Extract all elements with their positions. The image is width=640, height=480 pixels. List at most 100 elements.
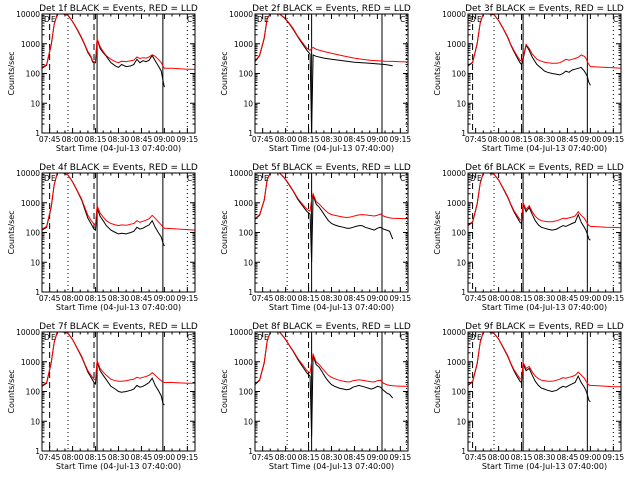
y-tick-label: 10000 bbox=[442, 328, 466, 337]
y-tick-label: 1 bbox=[35, 129, 40, 138]
y-tick-label: 1000 bbox=[234, 358, 253, 367]
y-tick-label: 10 bbox=[456, 99, 466, 108]
y-tick-label: 100 bbox=[239, 229, 254, 238]
y-tick-label: 1000 bbox=[21, 199, 40, 208]
corner-mark: C bbox=[400, 174, 405, 183]
x-tick-label: 08:45 bbox=[344, 294, 366, 303]
panel-title: Det 5f BLACK = Events, RED = LLD bbox=[252, 163, 411, 173]
x-tick-label: 09:00 bbox=[367, 294, 389, 303]
y-tick-label: 1 bbox=[248, 447, 253, 456]
x-tick-label: 08:00 bbox=[275, 294, 297, 303]
x-tick-label: 09:15 bbox=[177, 294, 199, 303]
y-tick-label: 10 bbox=[456, 417, 466, 426]
y-tick-label: 10000 bbox=[229, 10, 253, 19]
x-tick-label: 08:30 bbox=[108, 135, 130, 144]
x-tick-label: 08:45 bbox=[557, 135, 579, 144]
corner-mark: D bbox=[257, 15, 263, 24]
x-tick-label: 08:00 bbox=[275, 135, 297, 144]
x-tick-label: 08:00 bbox=[62, 453, 84, 462]
plot-frame bbox=[254, 172, 409, 293]
lld-trace bbox=[255, 173, 408, 220]
y-tick-label: 100 bbox=[26, 70, 41, 79]
y-tick-label: 1 bbox=[461, 129, 466, 138]
y-tick-label: 10000 bbox=[229, 169, 253, 178]
y-tick-label: 100 bbox=[26, 229, 41, 238]
y-tick-label: 1 bbox=[35, 288, 40, 297]
corner-mark: E bbox=[477, 174, 482, 183]
x-tick-label: 09:00 bbox=[580, 453, 602, 462]
x-tick-label: 09:15 bbox=[603, 453, 625, 462]
y-tick-label: 10000 bbox=[16, 169, 40, 178]
corner-mark: D bbox=[44, 15, 50, 24]
y-tick-label: 10 bbox=[456, 258, 466, 267]
x-tick-label: 07:45 bbox=[465, 453, 487, 462]
y-axis-label: Counts/sec bbox=[7, 51, 16, 95]
x-tick-label: 08:30 bbox=[534, 294, 556, 303]
plot-frame bbox=[41, 172, 196, 293]
y-tick-label: 100 bbox=[452, 70, 467, 79]
plot-frame bbox=[41, 13, 196, 134]
x-tick-label: 07:45 bbox=[39, 453, 61, 462]
y-tick-label: 10 bbox=[30, 258, 40, 267]
lld-trace bbox=[42, 173, 195, 231]
y-axis-label: Counts/sec bbox=[7, 210, 16, 254]
corner-mark: C bbox=[187, 15, 192, 24]
y-tick-label: 10 bbox=[30, 417, 40, 426]
corner-mark: C bbox=[400, 333, 405, 342]
x-tick-label: 09:15 bbox=[603, 135, 625, 144]
x-tick-label: 08:00 bbox=[62, 135, 84, 144]
events-trace bbox=[42, 332, 165, 406]
lld-trace bbox=[255, 14, 408, 63]
x-tick-label: 08:45 bbox=[344, 135, 366, 144]
corner-mark: E bbox=[477, 333, 482, 342]
y-axis-label: Counts/sec bbox=[220, 51, 229, 95]
x-axis-label: Start Time (04-Jul-13 07:40:00) bbox=[56, 144, 181, 153]
x-tick-label: 07:45 bbox=[39, 294, 61, 303]
x-tick-label: 07:45 bbox=[465, 135, 487, 144]
x-tick-label: 08:45 bbox=[557, 453, 579, 462]
x-tick-label: 08:45 bbox=[131, 294, 153, 303]
y-axis-label: Counts/sec bbox=[220, 210, 229, 254]
x-tick-label: 08:00 bbox=[275, 453, 297, 462]
events-trace bbox=[468, 14, 591, 86]
events-trace bbox=[42, 173, 165, 247]
panel-title: Det 6f BLACK = Events, RED = LLD bbox=[465, 163, 624, 173]
panel-title: Det 8f BLACK = Events, RED = LLD bbox=[252, 322, 411, 332]
lld-trace bbox=[468, 173, 621, 229]
y-tick-label: 1 bbox=[35, 447, 40, 456]
panel-title: Det 2f BLACK = Events, RED = LLD bbox=[252, 4, 411, 14]
events-trace bbox=[255, 332, 394, 437]
y-tick-label: 100 bbox=[452, 388, 467, 397]
x-tick-label: 09:00 bbox=[154, 294, 176, 303]
x-tick-label: 08:15 bbox=[511, 453, 533, 462]
corner-mark: E bbox=[51, 333, 56, 342]
x-tick-label: 09:00 bbox=[580, 294, 602, 303]
x-tick-label: 09:15 bbox=[390, 453, 412, 462]
x-axis-label: Start Time (04-Jul-13 07:40:00) bbox=[269, 303, 394, 312]
lld-trace bbox=[42, 332, 195, 386]
x-tick-label: 09:00 bbox=[580, 135, 602, 144]
x-tick-label: 07:45 bbox=[465, 294, 487, 303]
y-axis-label: Counts/sec bbox=[7, 369, 16, 413]
panel-title: Det 7f BLACK = Events, RED = LLD bbox=[39, 322, 198, 332]
corner-mark: C bbox=[187, 333, 192, 342]
x-tick-label: 08:45 bbox=[344, 453, 366, 462]
y-tick-label: 100 bbox=[239, 70, 254, 79]
x-tick-label: 07:45 bbox=[252, 294, 274, 303]
x-axis-label: Start Time (04-Jul-13 07:40:00) bbox=[482, 303, 607, 312]
y-tick-label: 1000 bbox=[21, 358, 40, 367]
corner-mark: D bbox=[257, 174, 263, 183]
y-tick-label: 1 bbox=[248, 129, 253, 138]
events-trace bbox=[255, 14, 393, 133]
y-tick-label: 1 bbox=[248, 288, 253, 297]
corner-mark: C bbox=[400, 15, 405, 24]
lld-trace bbox=[468, 14, 621, 69]
y-tick-label: 10000 bbox=[442, 10, 466, 19]
plot-frame bbox=[467, 13, 622, 134]
plot-frame bbox=[467, 172, 622, 293]
